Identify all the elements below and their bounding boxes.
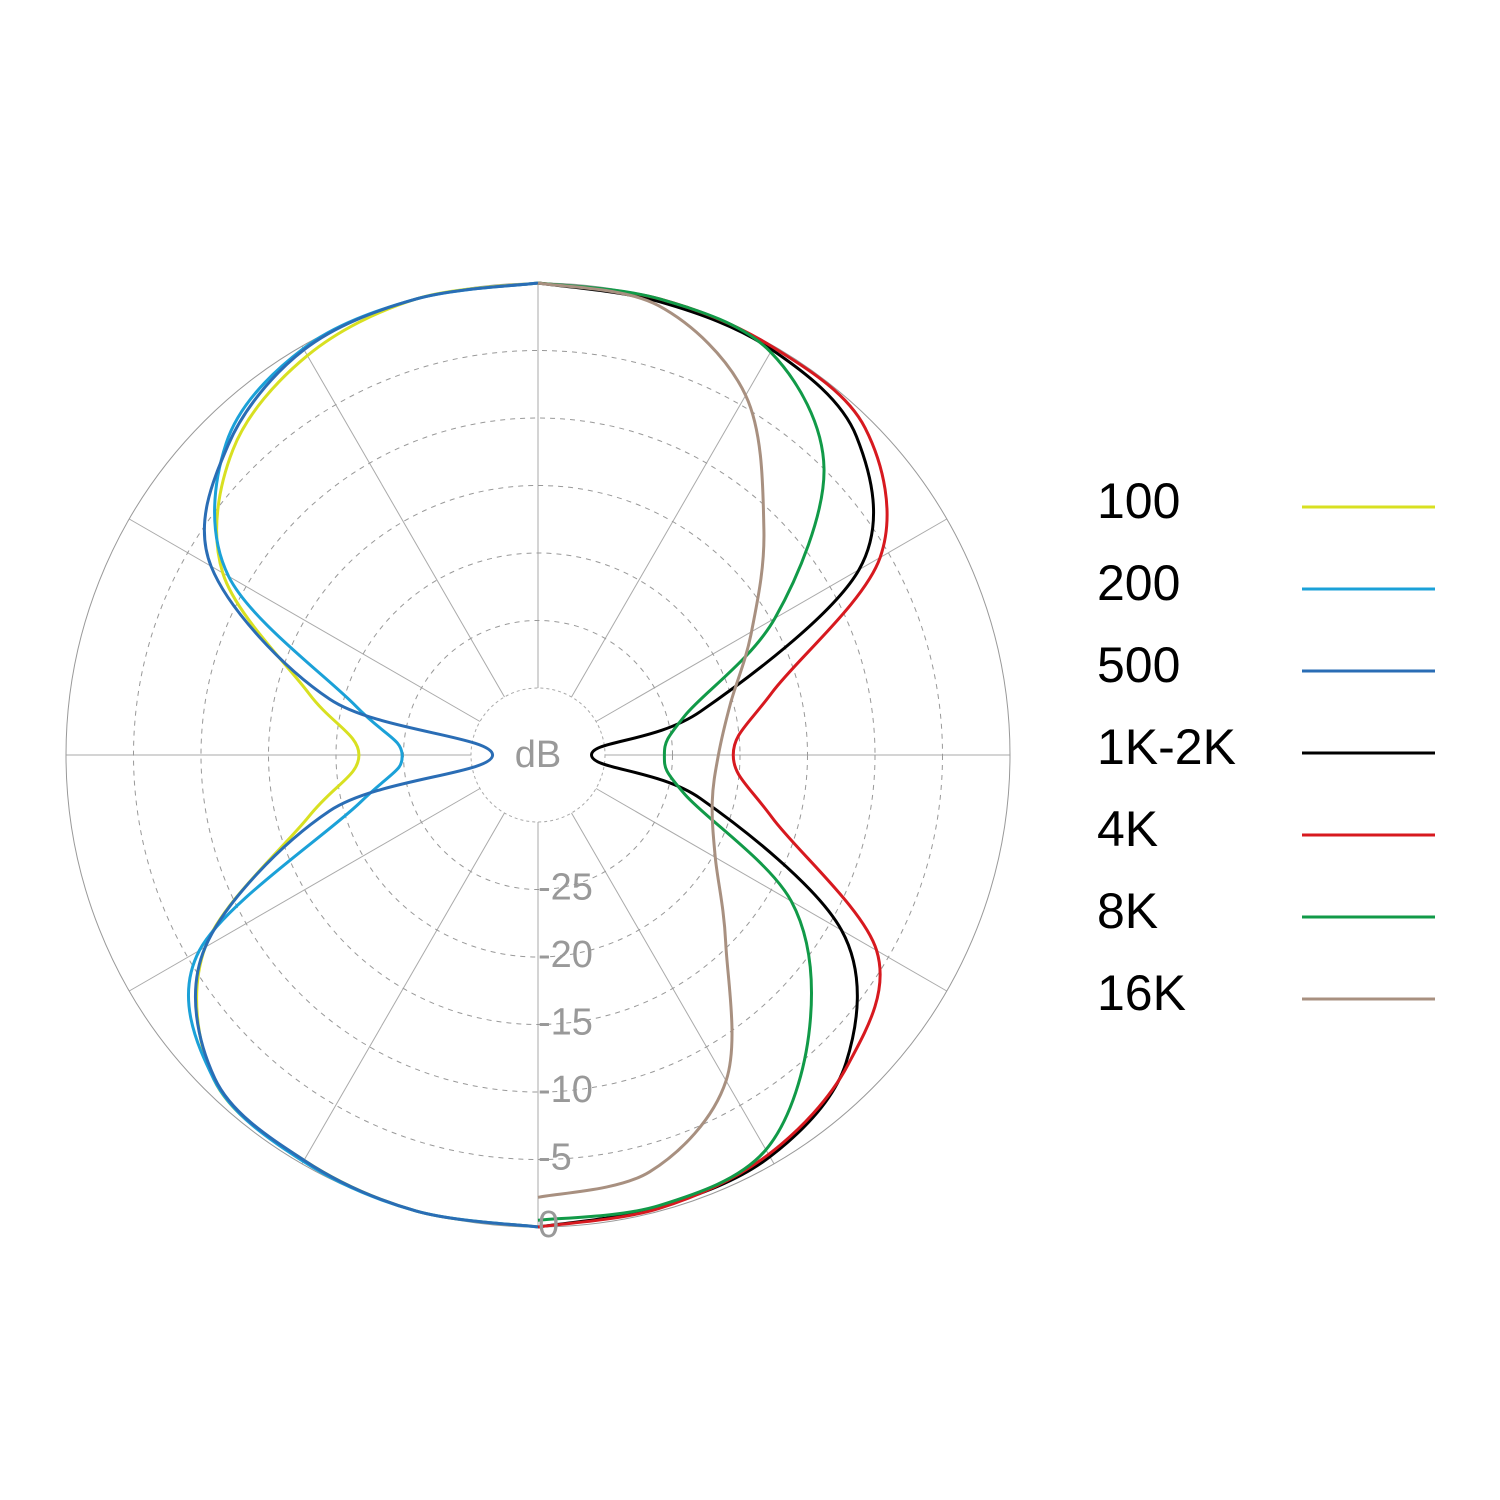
spoke — [128, 788, 481, 992]
spoke — [128, 518, 481, 722]
series-line — [537, 281, 766, 1199]
series-line — [537, 281, 826, 1222]
legend-label: 8K — [1097, 883, 1158, 939]
plot-lines — [186, 281, 889, 1229]
grid-ring — [268, 485, 808, 1025]
r-tick-label: -20 — [538, 934, 593, 976]
series-line — [537, 281, 889, 1229]
grid-ring — [200, 417, 876, 1093]
r-tick-label: -15 — [538, 1002, 593, 1044]
r-tick-label: -10 — [538, 1069, 593, 1111]
legend-label: 16K — [1097, 965, 1186, 1021]
r-tick-label: -5 — [538, 1137, 572, 1179]
legend: 100 200 500 1K-2K 4K 8K 16K — [1097, 473, 1435, 1021]
labels: dB -25 -20 -15 -10 -5 0 — [515, 734, 593, 1246]
grid-ring — [133, 350, 943, 1160]
legend-label: 200 — [1097, 555, 1180, 611]
radial-label: dB — [515, 734, 561, 776]
series-line — [194, 281, 539, 1229]
grid-ring — [335, 552, 741, 958]
legend-label: 100 — [1097, 473, 1180, 529]
r-tick-label: -25 — [538, 867, 593, 909]
spoke — [301, 345, 505, 698]
r-tick-label: 0 — [538, 1204, 559, 1246]
legend-label: 500 — [1097, 637, 1180, 693]
legend-label: 1K-2K — [1097, 719, 1236, 775]
series-line — [537, 281, 876, 1229]
legend-label: 4K — [1097, 801, 1158, 857]
